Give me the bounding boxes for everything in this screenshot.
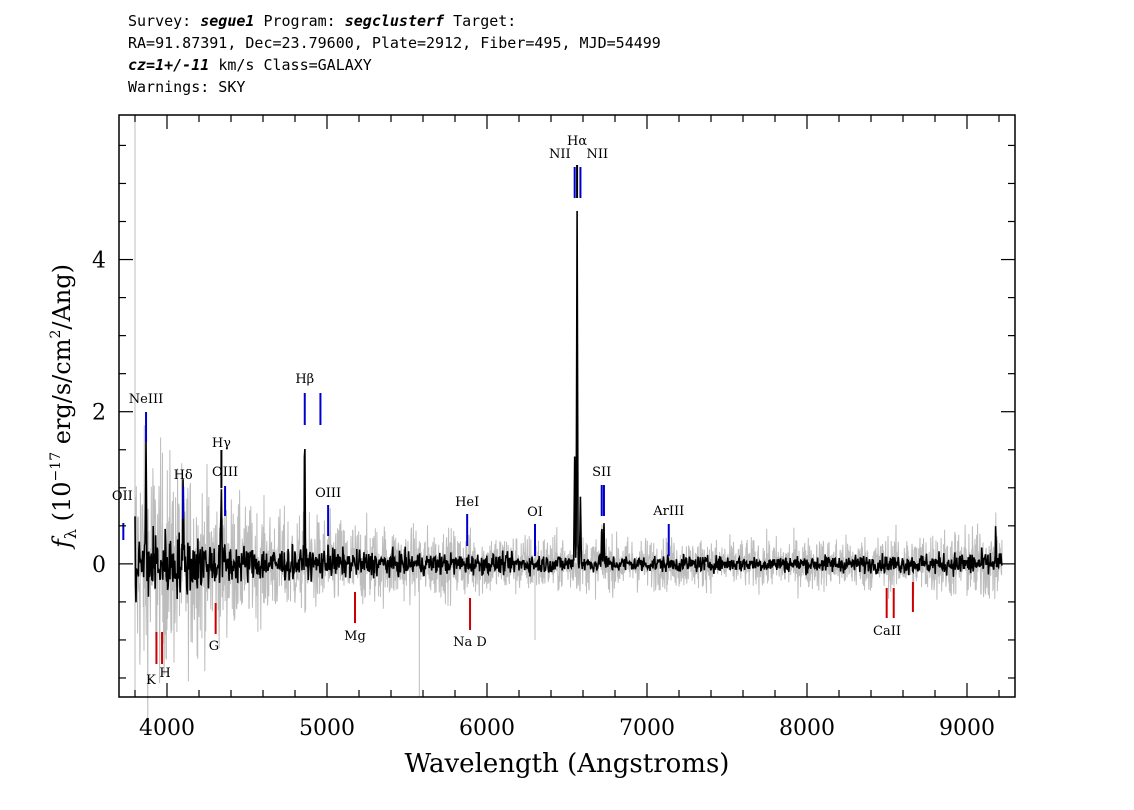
survey-label: Survey: bbox=[128, 12, 192, 30]
header-line-3: cz=1+/-11 km/s Class=GALAXY bbox=[128, 54, 661, 76]
cz-value: cz=1+/-11 bbox=[128, 56, 210, 74]
plot-frame bbox=[118, 114, 1016, 698]
axis-ticks: 4000 5000 6000 7000 8000 9000 0 2 4 bbox=[92, 115, 1015, 741]
header-line-1: Survey: segue1 Program: segclusterf Targ… bbox=[128, 10, 661, 32]
emission-line-label: Hα bbox=[567, 134, 587, 149]
x-axis-label: Wavelength (Angstroms) bbox=[405, 749, 730, 779]
y-axis-label-text: fλ (10−17 erg/s/cm2/Ang) bbox=[48, 264, 80, 550]
flux-series-line bbox=[134, 210, 1003, 603]
emission-line-label: NII bbox=[549, 147, 571, 162]
header-line-4: Warnings: SKY bbox=[128, 78, 246, 96]
error-series-line bbox=[134, 425, 1003, 721]
absorption-line-label: G bbox=[209, 639, 219, 654]
absorption-line-label: Mg bbox=[344, 629, 366, 644]
header-line-2: RA=91.87391, Dec=23.79600, Plate=2912, F… bbox=[128, 34, 661, 52]
survey-value: segue1 bbox=[200, 12, 255, 30]
x-tick-label: 8000 bbox=[779, 716, 835, 741]
emission-line-label: OIII bbox=[212, 465, 238, 480]
x-tick-label: 4000 bbox=[139, 716, 195, 741]
absorption-line-label: Na D bbox=[453, 635, 487, 650]
target-label: Target: bbox=[453, 12, 517, 30]
emission-line-label: Hβ bbox=[295, 372, 314, 387]
x-tick-label: 7000 bbox=[619, 716, 675, 741]
program-label: Program: bbox=[263, 12, 336, 30]
emission-line-label: HeI bbox=[455, 495, 479, 510]
emission-line-label: NeIII bbox=[129, 392, 163, 407]
emission-line-label: OI bbox=[527, 505, 543, 520]
x-tick-label: 6000 bbox=[459, 716, 515, 741]
class-text: km/s Class=GALAXY bbox=[218, 56, 372, 74]
emission-line-label: SII bbox=[592, 465, 611, 480]
emission-line-label: Hδ bbox=[174, 468, 193, 483]
absorption-line-label: H bbox=[159, 666, 170, 681]
program-value: segclusterf bbox=[344, 12, 445, 30]
y-tick-label: 2 bbox=[92, 401, 106, 426]
spectrum-header: Survey: segue1 Program: segclusterf Targ… bbox=[128, 10, 661, 98]
emission-line-label: NII bbox=[586, 147, 608, 162]
x-tick-label: 5000 bbox=[299, 716, 355, 741]
y-tick-label: 4 bbox=[92, 249, 106, 274]
y-axis-label: fλ (10−17 erg/s/cm2/Ang) bbox=[48, 264, 80, 550]
absorption-line-label: CaII bbox=[873, 624, 901, 639]
absorption-line-label: K bbox=[146, 673, 156, 688]
emission-line-label: OII bbox=[112, 489, 133, 504]
y-tick-label: 0 bbox=[92, 553, 106, 578]
x-tick-label: 9000 bbox=[939, 716, 995, 741]
flux-series bbox=[134, 210, 1003, 603]
emission-line-label: ArIII bbox=[652, 504, 684, 519]
emission-line-label: OIII bbox=[315, 486, 341, 501]
emission-line-label: Hγ bbox=[212, 436, 231, 451]
